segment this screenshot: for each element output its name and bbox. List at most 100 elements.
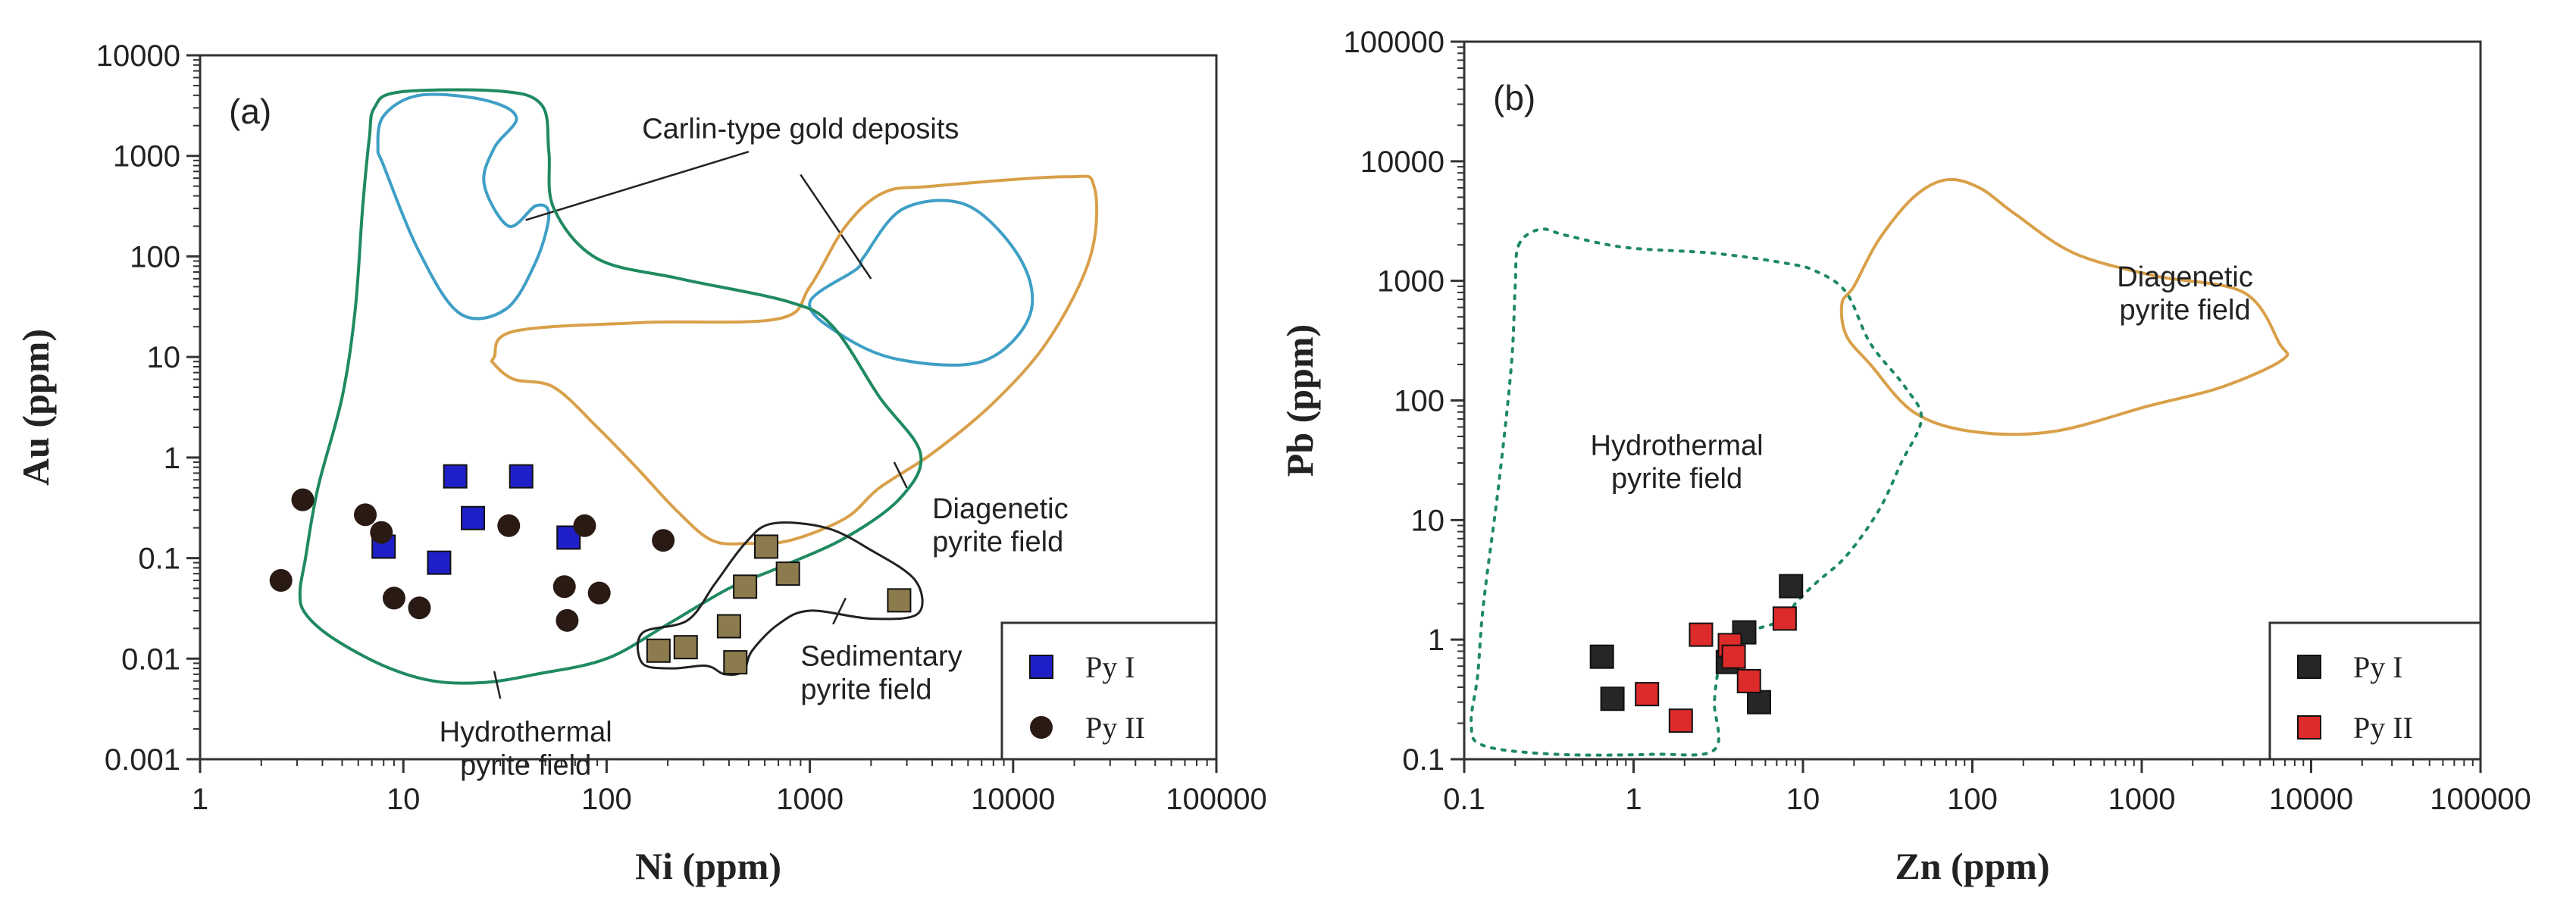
- legend: Py I Py II: [1000, 621, 1218, 761]
- x-tick-label: 10000: [2269, 783, 2353, 816]
- field-label: Sedimentary pyrite field: [800, 641, 962, 706]
- legend-label: Py I: [1085, 650, 1135, 684]
- data-point: [1721, 644, 1746, 669]
- y-tick-label: 1000: [113, 140, 180, 174]
- data-point: [754, 534, 779, 559]
- x-tick-label: 100000: [2430, 783, 2531, 816]
- data-point: [646, 638, 671, 663]
- data-point: [733, 574, 758, 599]
- data-point: [1746, 690, 1771, 715]
- data-point: [716, 614, 741, 639]
- leader-line: [800, 174, 872, 280]
- panel-b: 0.1 1 10 100 1000 10000 100000 0.1 1 10 100 1000 100…: [1279, 26, 2531, 887]
- field-outline: [298, 88, 923, 685]
- field-label: Diagenetic pyrite field: [932, 493, 1069, 558]
- y-tick-label: 0.1: [138, 543, 180, 576]
- y-tick-label: 100000: [1344, 26, 1445, 59]
- data-point: [673, 635, 698, 660]
- x-tick-label: 10000: [971, 783, 1055, 816]
- field-outline: [636, 521, 924, 676]
- data-point: [556, 608, 579, 632]
- y-tick-label: 1000: [1377, 265, 1445, 299]
- data-point: [291, 488, 315, 511]
- field-outline: [490, 174, 1099, 546]
- leader-line: [832, 597, 847, 625]
- y-tick-label: 1: [1428, 624, 1445, 657]
- y-tick-label: 10000: [96, 39, 180, 73]
- data-point: [652, 529, 675, 552]
- data-point: [1668, 708, 1693, 733]
- y-tick-label: 0.001: [105, 743, 180, 777]
- data-point: [1589, 644, 1614, 669]
- y-axis-title: Pb (ppm): [1279, 324, 1321, 477]
- data-point: [443, 464, 468, 489]
- y-axis-title: Au (ppm): [14, 329, 57, 486]
- legend-label: Py I: [2353, 650, 2403, 684]
- x-tick-label: 100: [581, 783, 632, 816]
- panel-a: 1 10 100 1000 10000 100000 0.001 0.01 0.1 1 10 100 1…: [14, 39, 1267, 887]
- leader-line: [525, 151, 750, 221]
- field-label: Hydrothermal pyrite field: [1591, 430, 1764, 495]
- data-point: [497, 514, 521, 537]
- data-point: [1772, 606, 1797, 631]
- x-tick-label: 0.1: [1443, 783, 1485, 816]
- x-axis-title: Ni (ppm): [635, 845, 781, 887]
- x-tick-label: 1000: [2108, 783, 2176, 816]
- x-tick-label: 1: [1625, 783, 1642, 816]
- data-point: [552, 575, 576, 599]
- legend: Py I Py II: [2268, 621, 2482, 761]
- legend-marker: [1029, 655, 1053, 679]
- field-label: Hydrothermal pyrite field: [440, 717, 612, 782]
- legend-marker: [2297, 655, 2321, 679]
- data-point: [1635, 682, 1660, 707]
- data-point: [461, 505, 486, 530]
- legend-label: Py II: [1085, 711, 1145, 745]
- field-outline: [808, 199, 1034, 367]
- legend-marker: [1030, 716, 1053, 739]
- y-tick-label: 10000: [1360, 145, 1445, 179]
- data-point: [887, 588, 912, 613]
- y-tick-label: 0.1: [1402, 743, 1445, 777]
- field-label: Diagenetic pyrite field: [2117, 261, 2253, 327]
- field-label: Carlin-type gold deposits: [642, 113, 959, 145]
- y-tick-label: 0.01: [121, 643, 180, 676]
- x-tick-label: 10: [1786, 783, 1820, 816]
- leader-line: [893, 461, 908, 489]
- legend-label: Py II: [2353, 711, 2413, 745]
- field-outline: [1839, 177, 2290, 436]
- data-point: [370, 521, 393, 544]
- panel-label: (b): [1493, 78, 1535, 117]
- y-tick-label: 1: [164, 442, 180, 475]
- plot-frame: [199, 54, 1218, 761]
- x-tick-label: 100000: [1166, 783, 1266, 816]
- data-point: [1779, 574, 1804, 599]
- data-point: [1736, 668, 1761, 693]
- data-point: [408, 596, 431, 620]
- data-point: [509, 464, 534, 489]
- data-point: [269, 569, 293, 593]
- y-tick-label: 10: [147, 341, 181, 374]
- data-point: [775, 561, 800, 586]
- x-tick-label: 100: [1947, 783, 1998, 816]
- x-tick-label: 1: [192, 783, 208, 816]
- data-point: [556, 525, 581, 550]
- data-point: [1689, 622, 1714, 647]
- data-point: [382, 586, 405, 610]
- data-point: [354, 503, 377, 527]
- data-point: [1600, 686, 1625, 711]
- x-axis-title: Zn (ppm): [1895, 845, 2049, 887]
- x-tick-label: 10: [387, 783, 421, 816]
- data-point: [573, 514, 596, 537]
- data-point: [587, 581, 611, 605]
- x-tick-label: 1000: [776, 783, 844, 816]
- field-outline: [1470, 227, 1923, 757]
- y-tick-label: 100: [1394, 385, 1445, 418]
- legend-marker: [2297, 715, 2321, 740]
- data-point: [427, 550, 452, 575]
- y-tick-label: 100: [130, 240, 180, 274]
- leader-line: [493, 671, 502, 699]
- field-outline: [376, 92, 551, 321]
- panel-label: (a): [229, 92, 271, 131]
- data-point: [723, 650, 748, 675]
- y-tick-label: 10: [1411, 504, 1445, 537]
